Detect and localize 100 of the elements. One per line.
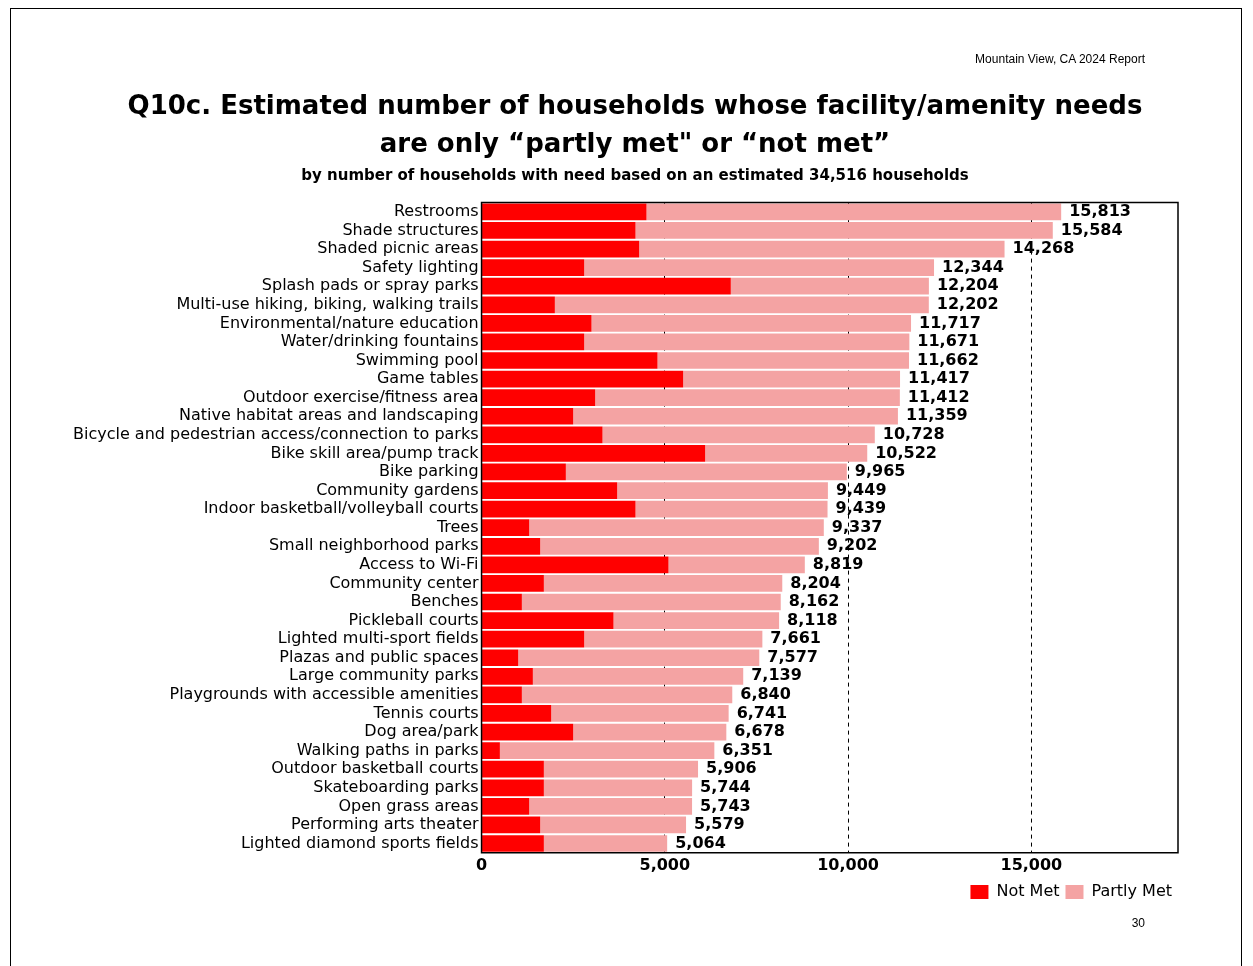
bar xyxy=(482,352,658,369)
y-tick-label: Water/drinking fountains xyxy=(280,331,479,351)
y-tick-label: Tennis courts xyxy=(372,702,479,722)
y-tick-label: Multi-use hiking, biking, walking trails xyxy=(176,293,479,313)
y-tick-label: Open grass areas xyxy=(338,795,479,815)
x-tick-label: 10,000 xyxy=(817,854,879,874)
text: 30 xyxy=(1131,916,1145,930)
total-label: 5,744 xyxy=(700,776,751,796)
bar xyxy=(482,482,618,499)
total-label: 14,268 xyxy=(1012,238,1075,258)
total-label: 12,344 xyxy=(942,256,1004,276)
total-label: 8,118 xyxy=(787,609,838,629)
bar xyxy=(482,314,592,332)
total-label: 12,204 xyxy=(936,275,999,295)
total-label: 11,662 xyxy=(917,349,979,369)
y-tick-label: Outdoor basketball courts xyxy=(271,758,479,778)
y-tick-label: Performing arts theater xyxy=(291,814,479,834)
bar xyxy=(543,835,668,852)
bar xyxy=(482,798,530,815)
bar xyxy=(482,519,530,537)
bar xyxy=(529,798,693,815)
bar xyxy=(683,370,901,388)
y-tick-label: Indoor basketball/volleyball courts xyxy=(203,498,479,518)
total-label: 11,412 xyxy=(907,386,970,406)
bar xyxy=(482,370,684,388)
y-tick-label: Dog area/park xyxy=(364,721,480,741)
total-label: 6,678 xyxy=(734,721,785,741)
total-label: 10,522 xyxy=(875,442,937,462)
total-label: 11,671 xyxy=(917,331,980,351)
bar xyxy=(482,667,533,685)
y-tick-label: Swimming pool xyxy=(355,349,479,369)
total-label: 9,449 xyxy=(835,479,887,499)
total-label: 7,577 xyxy=(767,646,818,666)
y-tick-label: Small neighborhood parks xyxy=(268,535,479,555)
total-label: 11,717 xyxy=(919,312,981,332)
legend-label: Not Met xyxy=(996,881,1060,901)
total-label: 8,819 xyxy=(812,554,864,574)
bar xyxy=(482,723,574,741)
y-tick-label: Splash pads or spray parks xyxy=(261,275,479,295)
bar xyxy=(573,723,727,741)
bar xyxy=(482,835,544,852)
bar xyxy=(482,575,544,592)
bar xyxy=(482,705,552,722)
chart-subtitle: by number of households with need based on an estimated 34,516 households xyxy=(300,166,970,184)
y-tick-label: Trees xyxy=(435,516,479,536)
total-label: 6,351 xyxy=(722,739,773,759)
total-label: 11,417 xyxy=(908,368,970,388)
total-label: 9,202 xyxy=(826,535,878,555)
y-tick-label: Environmental/nature education xyxy=(219,312,479,332)
total-label: 9,965 xyxy=(854,461,906,481)
y-tick-label: Plazas and public spaces xyxy=(279,646,479,666)
bar xyxy=(482,500,636,518)
bar xyxy=(482,463,566,481)
total-label: 5,906 xyxy=(706,758,757,778)
legend-label: Partly Met xyxy=(1091,881,1173,901)
y-tick-label: Walking paths in parks xyxy=(296,739,479,759)
total-label: 5,743 xyxy=(700,795,751,815)
x-tick-label: 5,000 xyxy=(639,854,691,874)
y-tick-label: Shaded picnic areas xyxy=(317,238,479,258)
total-label: 5,579 xyxy=(694,814,745,834)
bar xyxy=(617,482,828,499)
total-label: 8,204 xyxy=(790,572,841,592)
bar xyxy=(584,333,910,351)
bar xyxy=(551,705,729,722)
bar xyxy=(595,389,900,407)
y-tick-label: Safety lighting xyxy=(362,256,479,276)
bar xyxy=(639,240,1005,258)
total-label: 15,584 xyxy=(1060,219,1123,239)
total-label: 9,337 xyxy=(831,516,883,536)
y-tick-label: Outdoor exercise/fitness area xyxy=(242,386,479,406)
y-tick-label: Pickleball courts xyxy=(348,609,479,629)
y-tick-label: Lighted multi-sport fields xyxy=(277,628,479,648)
bar xyxy=(705,445,868,462)
y-tick-label: Access to Wi-Fi xyxy=(359,554,479,574)
bar xyxy=(499,742,715,759)
y-tick-label: Playgrounds with accessible amenities xyxy=(169,684,479,704)
x-tick-label: 15,000 xyxy=(1000,854,1063,874)
bar xyxy=(613,612,780,629)
bar xyxy=(521,686,733,704)
x-tick-label: 0 xyxy=(475,854,488,874)
bar xyxy=(584,259,935,276)
y-tick-label: Large community parks xyxy=(288,665,479,685)
bar xyxy=(482,240,640,258)
total-label: 7,661 xyxy=(770,628,821,648)
y-tick-label: Community gardens xyxy=(316,479,479,499)
total-label: 6,741 xyxy=(736,702,788,722)
y-tick-label: Shade structures xyxy=(342,219,479,239)
total-label: 11,359 xyxy=(905,405,968,425)
bar xyxy=(646,203,1062,221)
bar xyxy=(635,500,828,518)
y-tick-label: Bike skill area/pump track xyxy=(270,442,480,462)
y-tick-label: Lighted diamond sports fields xyxy=(240,832,479,852)
bar xyxy=(635,222,1053,239)
y-tick-label: Native habitat areas and landscaping xyxy=(179,405,479,425)
y-tick-label: Restrooms xyxy=(393,201,479,221)
total-label: 10,728 xyxy=(882,423,945,443)
bar xyxy=(482,445,706,462)
total-label: 8,162 xyxy=(788,591,840,611)
bar xyxy=(657,352,910,369)
bar xyxy=(565,463,847,481)
